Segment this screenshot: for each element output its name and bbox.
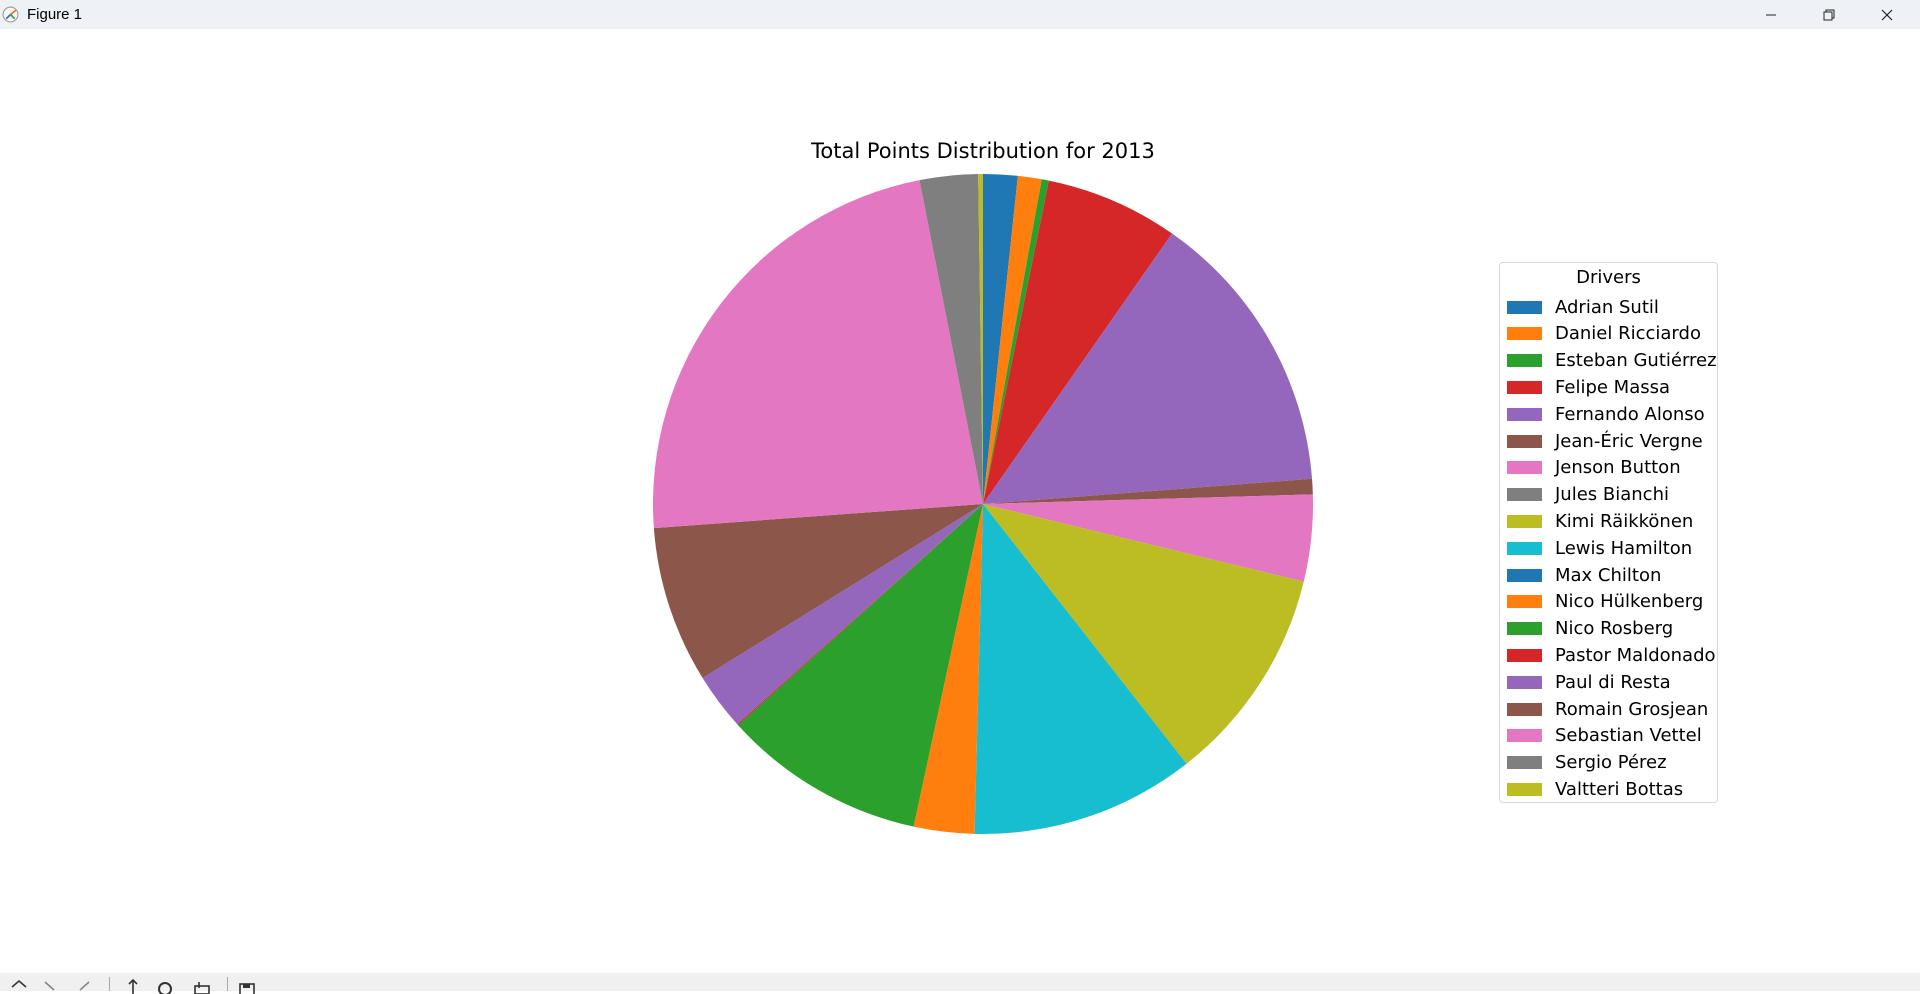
chart-title: Total Points Distribution for 2013: [811, 139, 1155, 163]
pie-slice-nico-rosberg: [738, 504, 983, 827]
home-icon[interactable]: [10, 978, 28, 994]
pie-slice-adrian-sutil: [983, 174, 1018, 504]
pie-slice-paul-di-resta: [702, 504, 983, 725]
legend-item: Kimi Räikkönen: [1507, 508, 1693, 534]
legend-item: Sebastian Vettel: [1507, 723, 1702, 749]
legend-swatch: [1507, 407, 1542, 421]
save-icon[interactable]: [238, 978, 256, 994]
pie-chart: [652, 174, 1314, 834]
app-icon: [2, 6, 19, 23]
close-button[interactable]: [1858, 0, 1916, 29]
toolbar-separator: [109, 977, 110, 991]
legend-swatch: [1507, 782, 1542, 796]
minimize-icon: [1766, 14, 1776, 15]
legend-label: Romain Grosjean: [1555, 698, 1709, 720]
legend-swatch: [1507, 568, 1542, 582]
pie-slice-pastor-maldonado: [737, 504, 983, 726]
legend-label: Nico Rosberg: [1555, 618, 1674, 640]
back-icon[interactable]: [40, 978, 58, 994]
legend-swatch: [1507, 354, 1542, 368]
legend-item: Romain Grosjean: [1507, 696, 1708, 722]
legend-label: Sergio Pérez: [1555, 752, 1667, 774]
pan-icon[interactable]: [124, 978, 142, 994]
legend-label: Pastor Maldonado: [1555, 644, 1716, 666]
legend-item: Lewis Hamilton: [1507, 535, 1692, 561]
maximize-button[interactable]: [1800, 0, 1858, 29]
legend-item: Felipe Massa: [1507, 374, 1670, 400]
legend-swatch: [1507, 514, 1542, 528]
legend-label: Jenson Button: [1555, 457, 1681, 479]
legend-item: Nico Hülkenberg: [1507, 589, 1703, 615]
legend-label: Felipe Massa: [1555, 376, 1671, 398]
pie-slice-sergio-p-rez: [919, 174, 983, 505]
legend-item: Daniel Ricciardo: [1507, 321, 1701, 347]
legend-label: Esteban Gutiérrez: [1555, 350, 1717, 372]
pie-slice-sebastian-vettel: [652, 180, 983, 529]
legend-item: Paul di Resta: [1507, 669, 1671, 695]
legend-item: Jules Bianchi: [1507, 482, 1669, 508]
legend-label: Valtteri Bottas: [1555, 778, 1684, 800]
legend-item: Esteban Gutiérrez: [1507, 348, 1717, 374]
legend: Drivers Adrian Sutil Daniel Ricciardo Este…: [1499, 262, 1718, 803]
legend-label: Kimi Räikkönen: [1555, 510, 1694, 532]
legend-swatch: [1507, 702, 1542, 716]
configure-subplots-icon[interactable]: [193, 978, 211, 994]
maximize-icon: [1823, 9, 1835, 20]
window-title: Figure 1: [27, 6, 83, 23]
minimize-button[interactable]: [1742, 0, 1800, 29]
legend-label: Nico Hülkenberg: [1555, 591, 1704, 613]
legend-swatch: [1507, 541, 1542, 555]
legend-swatch: [1507, 461, 1542, 475]
legend-item: Nico Rosberg: [1507, 616, 1673, 642]
legend-item: Sergio Pérez: [1507, 750, 1667, 776]
legend-label: Daniel Ricciardo: [1555, 323, 1701, 345]
legend-item: Max Chilton: [1507, 562, 1661, 588]
legend-swatch: [1507, 648, 1542, 662]
legend-item: Fernando Alonso: [1507, 401, 1705, 427]
legend-swatch: [1507, 434, 1542, 448]
legend-swatch: [1507, 756, 1542, 770]
legend-label: Lewis Hamilton: [1555, 537, 1693, 559]
pie-slice-jenson-button: [983, 494, 1314, 582]
legend-swatch: [1507, 595, 1542, 609]
legend-swatch: [1507, 327, 1542, 341]
close-icon: [1881, 9, 1893, 20]
legend-label: Adrian Sutil: [1555, 296, 1659, 318]
legend-item: Jenson Button: [1507, 455, 1681, 481]
pie-slice-nico-h-lkenberg: [913, 504, 983, 834]
legend-swatch: [1507, 622, 1542, 636]
zoom-icon[interactable]: [157, 978, 175, 994]
title-bar: Figure 1: [0, 0, 1920, 29]
legend-swatch: [1507, 675, 1542, 689]
legend-label: Max Chilton: [1555, 564, 1662, 586]
legend-label: Paul di Resta: [1555, 671, 1671, 693]
pie-slice-jean-ric-vergne: [983, 478, 1313, 504]
legend-label: Jules Bianchi: [1555, 484, 1669, 506]
legend-label: Fernando Alonso: [1555, 403, 1705, 425]
pie-slice-valtteri-bottas: [978, 174, 983, 504]
pie-slice-romain-grosjean: [653, 504, 983, 678]
legend-label: Sebastian Vettel: [1555, 725, 1702, 747]
legend-item: Jean-Éric Vergne: [1507, 428, 1703, 454]
forward-icon[interactable]: [76, 978, 94, 994]
legend-swatch: [1507, 300, 1542, 314]
pie-slice-esteban-guti-rrez: [983, 179, 1049, 504]
pie-slice-daniel-ricciardo: [983, 175, 1042, 504]
legend-swatch: [1507, 729, 1542, 743]
pie-slice-kimi-r-ikk-nen: [983, 504, 1304, 764]
toolbar-separator: [227, 977, 228, 991]
legend-item: Valtteri Bottas: [1507, 776, 1683, 802]
legend-item: Adrian Sutil: [1507, 294, 1659, 320]
figure-canvas: Total Points Distribution for 2013 Drive…: [0, 29, 1920, 973]
legend-swatch: [1507, 380, 1542, 394]
legend-item: Pastor Maldonado: [1507, 642, 1716, 668]
pie-slice-lewis-hamilton: [974, 504, 1187, 834]
legend-swatch: [1507, 488, 1542, 502]
legend-title: Drivers: [1576, 267, 1641, 288]
legend-label: Jean-Éric Vergne: [1555, 430, 1703, 452]
pie-slice-felipe-massa: [983, 180, 1173, 504]
toolbar: [0, 973, 1920, 994]
pie-slice-fernando-alonso: [983, 233, 1313, 504]
